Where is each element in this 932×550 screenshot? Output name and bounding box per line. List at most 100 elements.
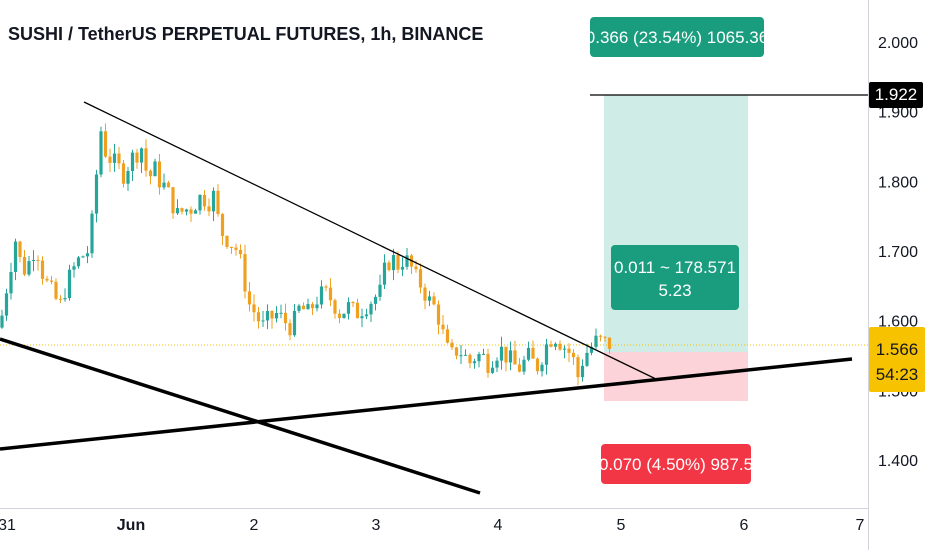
candle-body (9, 271, 13, 294)
candle-body (283, 312, 288, 324)
ascending-support-line[interactable] (0, 357, 853, 451)
candle-body (585, 352, 589, 366)
candle-body (355, 302, 360, 319)
candle-body (130, 152, 135, 172)
candle-body (567, 348, 571, 353)
time-axis[interactable]: 31 Jun 2 3 4 5 6 7 (0, 517, 865, 534)
candle-body (540, 364, 544, 372)
candle-body (108, 156, 112, 163)
candle-body (594, 335, 598, 347)
candle-body (364, 314, 369, 317)
candle-body (112, 153, 117, 163)
price-tick-label: 1.400 (878, 453, 918, 470)
candle-body (315, 304, 319, 309)
candle-body (558, 343, 562, 350)
candle-body (526, 347, 531, 360)
candle-body (85, 253, 90, 257)
candle-body (207, 206, 211, 212)
candle-body (508, 350, 513, 363)
candle-body (0, 315, 4, 328)
candle-body (279, 312, 283, 314)
candle-body (58, 298, 63, 300)
candle-body (256, 312, 261, 322)
candle-body (252, 304, 256, 313)
candle-body (607, 337, 612, 349)
candle-body (270, 311, 274, 319)
countdown-text: 54:23 (876, 365, 919, 384)
candle-body (445, 329, 450, 343)
candle-body (513, 350, 517, 365)
candle-body (382, 262, 387, 285)
candle-body (148, 170, 153, 177)
candle-body (441, 324, 445, 330)
candle-body (301, 305, 306, 310)
candle-body (432, 296, 436, 305)
candle-body (67, 269, 72, 299)
candle-body (261, 320, 265, 322)
profit-badge-text: 0.366 (23.54%) 1065.36 (586, 28, 768, 47)
profit-zone[interactable] (604, 95, 748, 352)
candle-body (450, 342, 454, 348)
candle-body (463, 354, 468, 356)
candle-body (202, 194, 207, 207)
candle-body (36, 259, 40, 261)
candle-body (162, 182, 166, 188)
candle-body (391, 255, 396, 271)
time-tick-label: 5 (617, 517, 626, 534)
candle-body (229, 246, 234, 248)
candle-body (495, 360, 499, 368)
candle-body (216, 190, 220, 214)
price-tick-label: 1.800 (878, 174, 918, 191)
candle-body (45, 278, 49, 281)
candle-body (121, 163, 126, 184)
candle-body (99, 131, 103, 175)
target-price-tag-text: 1.922 (875, 85, 918, 104)
candle-body (306, 304, 310, 310)
candle-body (193, 210, 198, 214)
candle-body (373, 296, 378, 304)
candle-body (54, 281, 58, 299)
candle-body (369, 303, 373, 315)
candle-body (4, 293, 9, 316)
candle-body (486, 353, 490, 373)
candle-body (589, 346, 594, 353)
time-tick-label: 2 (250, 517, 259, 534)
candle-body (400, 266, 405, 270)
candle-body (490, 367, 495, 373)
descending-thick-line[interactable] (0, 337, 481, 495)
candle-body (171, 187, 175, 214)
candle-body (166, 182, 171, 188)
candle-body (328, 287, 333, 301)
candle-body (265, 311, 270, 321)
descending-trendline[interactable] (83, 101, 659, 381)
candle-body (153, 161, 157, 177)
candle-body (211, 190, 216, 212)
risk-reward-line1: 0.011 ~ 178.571 (614, 258, 736, 277)
candle-body (81, 256, 85, 258)
last-price-tag-text: 1.566 (876, 340, 919, 359)
candle-body (468, 354, 472, 364)
candle-body (274, 312, 279, 319)
time-tick-label: Jun (117, 517, 145, 534)
candle-body (598, 335, 603, 337)
candle-body (144, 148, 148, 171)
candle-body (517, 364, 522, 372)
candle-body (531, 347, 535, 359)
chart-title: SUSHI / TetherUS PERPETUAL FUTURES, 1h, … (8, 24, 483, 44)
trendlines[interactable] (0, 101, 853, 495)
time-tick-label: 6 (740, 517, 749, 534)
time-tick-label: 4 (494, 517, 503, 534)
candle-body (549, 344, 553, 347)
candle-body (319, 286, 324, 305)
candle-body (472, 361, 477, 364)
candle-body (324, 286, 328, 288)
candle-body (418, 269, 423, 288)
candle-body (72, 266, 76, 270)
candle-body (220, 213, 225, 236)
candle-body (346, 302, 351, 314)
candle-body (288, 323, 292, 336)
profit-badge: 0.366 (23.54%) 1065.36 (586, 17, 768, 57)
candle-body (310, 304, 315, 309)
candle-body (238, 249, 243, 255)
